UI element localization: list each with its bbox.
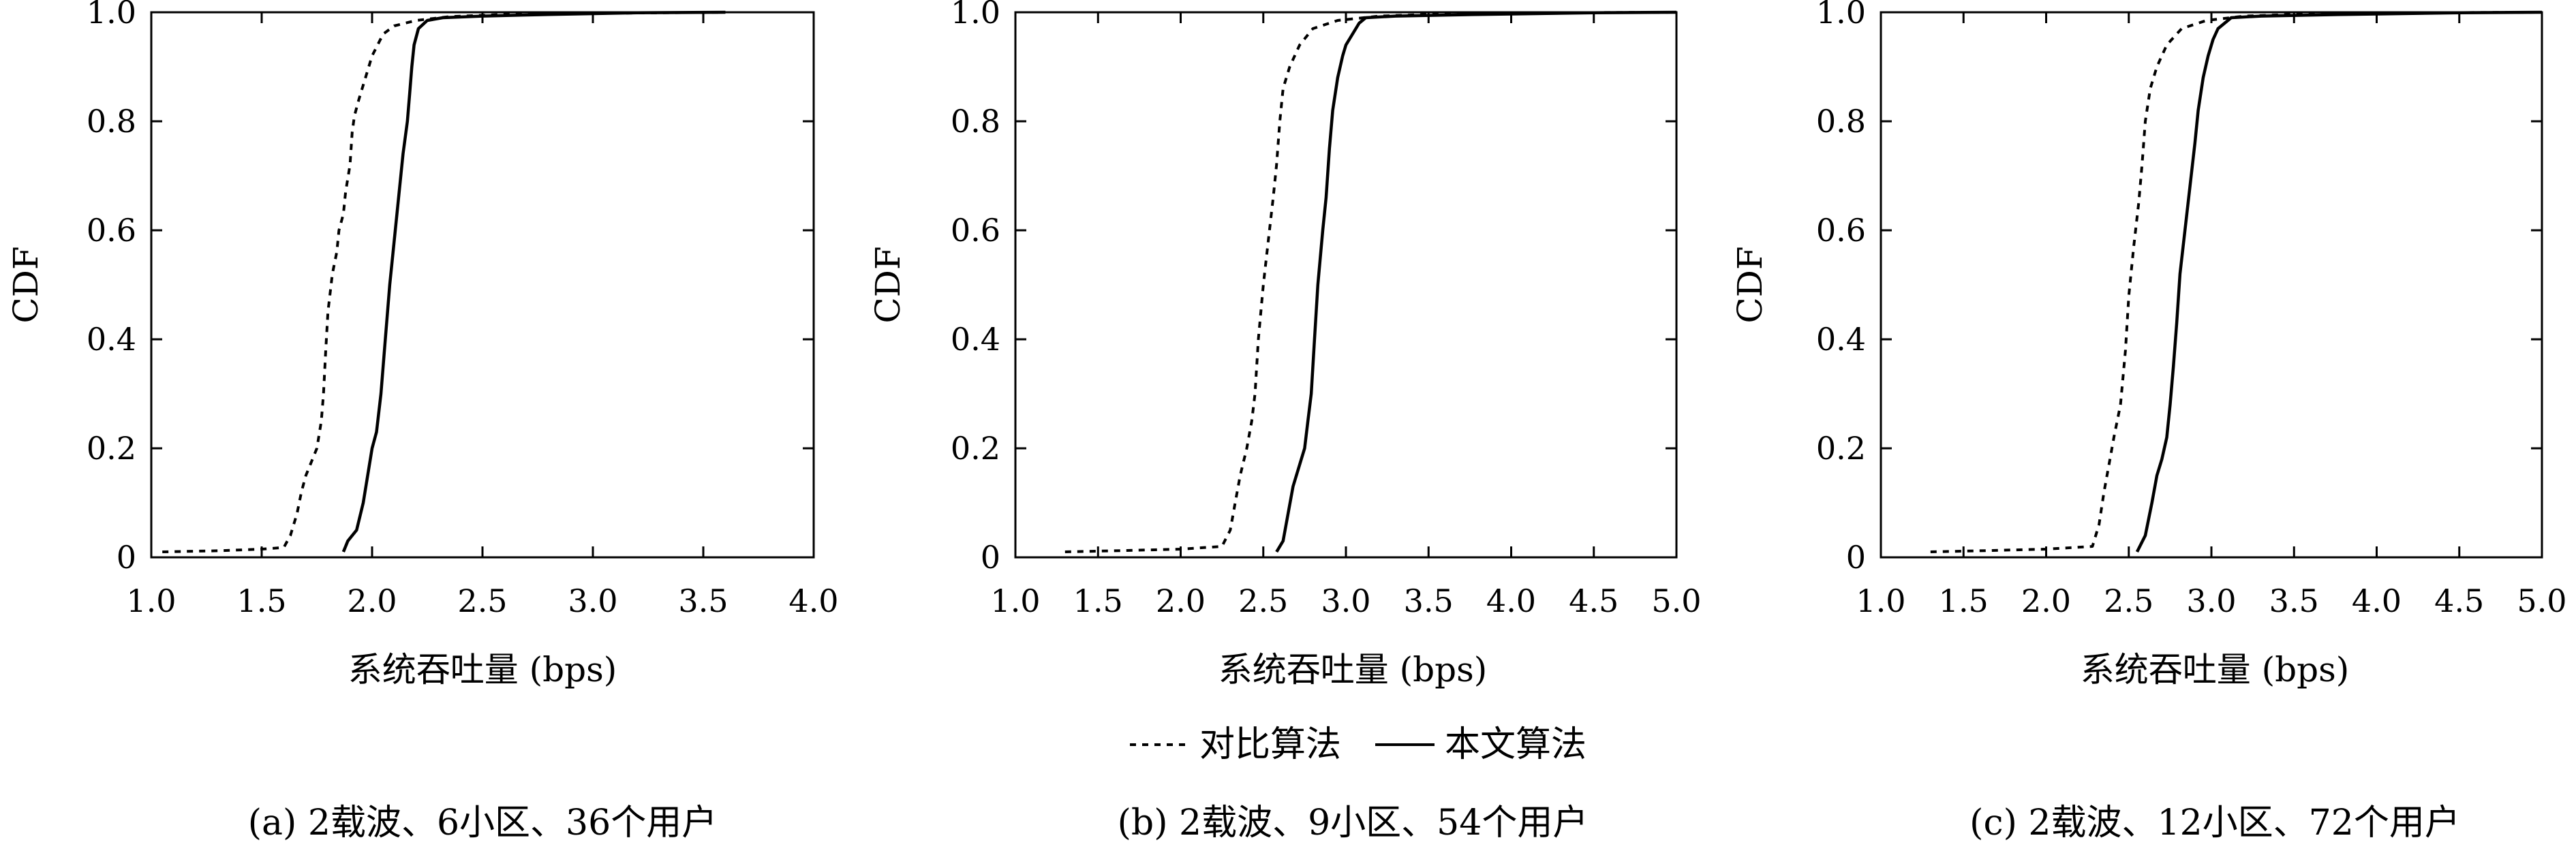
caption-c: (c) 2载波、12小区、72个用户 (1969, 803, 2460, 843)
panel-b: 1.0 1.5 2.0 2.5 3.0 3.5 4.0 4.5 5.0 0 0.2 0.4 0.6 0.8… (868, 0, 1702, 843)
x-axis-label-a: 系统吞吐量 (bps) (348, 650, 617, 689)
y-tick-label: 1.0 (1816, 0, 1866, 31)
y-tick-label: 0.8 (951, 103, 1000, 140)
x-tick-label: 3.5 (678, 583, 728, 619)
plot-area-c: 1.0 1.5 2.0 2.5 3.0 3.5 4.0 4.5 5.0 0 0.2 0.4 0.6 0.8… (1816, 0, 2567, 619)
panel-a: 1.0 1.5 2.0 2.5 3.0 3.5 4.0 0 0.2 0.4 0.6 0.8 1.0 CD… (6, 0, 839, 843)
x-axis-label-c: 系统吞吐量 (bps) (2081, 650, 2350, 689)
plot-area-a: 1.0 1.5 2.0 2.5 3.0 3.5 4.0 0 0.2 0.4 0.6 0.8 1.0 (87, 0, 839, 619)
x-tick-label: 1.5 (236, 583, 286, 619)
series-line-solid-b (1275, 10, 1677, 553)
y-tick-label: 0.4 (1816, 321, 1866, 358)
y-tick-label: 0.6 (1816, 212, 1866, 249)
caption-b: (b) 2载波、9小区、54个用户 (1118, 803, 1589, 843)
x-tick-label: 5.0 (2517, 583, 2566, 619)
y-tick-label: 0.2 (87, 430, 136, 467)
series-line-solid-c (2135, 10, 2543, 553)
series-line-dotted-c (1930, 11, 2543, 553)
legend-label-dotted: 对比算法 (1199, 724, 1341, 765)
x-tick-label: 4.0 (1486, 583, 1536, 619)
series-line-dotted-b (1064, 11, 1677, 553)
x-tick-label: 3.0 (2186, 583, 2236, 619)
y-tick-label: 0.4 (87, 321, 136, 358)
x-tick-label: 3.5 (1404, 583, 1454, 619)
plot-frame-a (150, 11, 815, 559)
y-tick-label: 1.0 (951, 0, 1000, 31)
y-tick-label: 0.2 (1816, 430, 1866, 467)
y-tick-label: 0 (1846, 539, 1866, 576)
x-tick-label: 3.0 (568, 583, 617, 619)
x-tick-label: 1.5 (1073, 583, 1123, 619)
x-tick-label: 1.5 (1939, 583, 1989, 619)
series-line-dotted-a (162, 11, 726, 553)
x-tick-label: 2.5 (1238, 583, 1288, 619)
y-tick-label: 0 (981, 539, 1000, 576)
y-axis-label-b: CDF (868, 246, 908, 323)
y-tick-label: 0.8 (1816, 103, 1866, 140)
panel-c: 1.0 1.5 2.0 2.5 3.0 3.5 4.0 4.5 5.0 0 0.2 0.4 0.6 0.8… (1730, 0, 2567, 843)
x-tick-label: 1.0 (126, 583, 176, 619)
y-axis-label-a: CDF (6, 246, 46, 323)
x-axis-label-b: 系统吞吐量 (bps) (1218, 650, 1488, 689)
x-tick-label: 4.5 (1569, 583, 1619, 619)
x-tick-label: 3.5 (2269, 583, 2319, 619)
series-line-solid-a (341, 10, 726, 553)
caption-a: (a) 2载波、6小区、36个用户 (248, 803, 717, 843)
y-tick-label: 0.8 (87, 103, 136, 140)
y-tick-label: 0.6 (87, 212, 136, 249)
x-tick-label: 2.0 (347, 583, 397, 619)
y-axis-label-c: CDF (1730, 246, 1770, 323)
x-tick-label: 2.5 (2104, 583, 2153, 619)
legend: 对比算法 本文算法 (1130, 724, 1586, 765)
x-tick-label: 2.0 (1156, 583, 1206, 619)
x-tick-label: 4.0 (2352, 583, 2402, 619)
x-tick-label: 5.0 (1651, 583, 1701, 619)
y-tick-label: 0.6 (951, 212, 1000, 249)
y-tick-label: 0 (117, 539, 136, 576)
y-tick-label: 0.2 (951, 430, 1000, 467)
y-tick-label: 0.4 (951, 321, 1000, 358)
x-tick-label: 2.0 (2021, 583, 2071, 619)
x-tick-label: 1.0 (1856, 583, 1905, 619)
plot-frame-b (1014, 11, 1678, 559)
x-tick-label: 4.0 (788, 583, 838, 619)
legend-label-solid: 本文算法 (1445, 724, 1586, 765)
plot-frame-c (1880, 11, 2543, 559)
x-tick-label: 1.0 (990, 583, 1040, 619)
x-tick-label: 4.5 (2434, 583, 2484, 619)
y-tick-label: 1.0 (87, 0, 136, 31)
x-tick-label: 3.0 (1321, 583, 1370, 619)
x-tick-label: 2.5 (457, 583, 507, 619)
plot-area-b: 1.0 1.5 2.0 2.5 3.0 3.5 4.0 4.5 5.0 0 0.2 0.4 0.6 0.8… (951, 0, 1702, 619)
